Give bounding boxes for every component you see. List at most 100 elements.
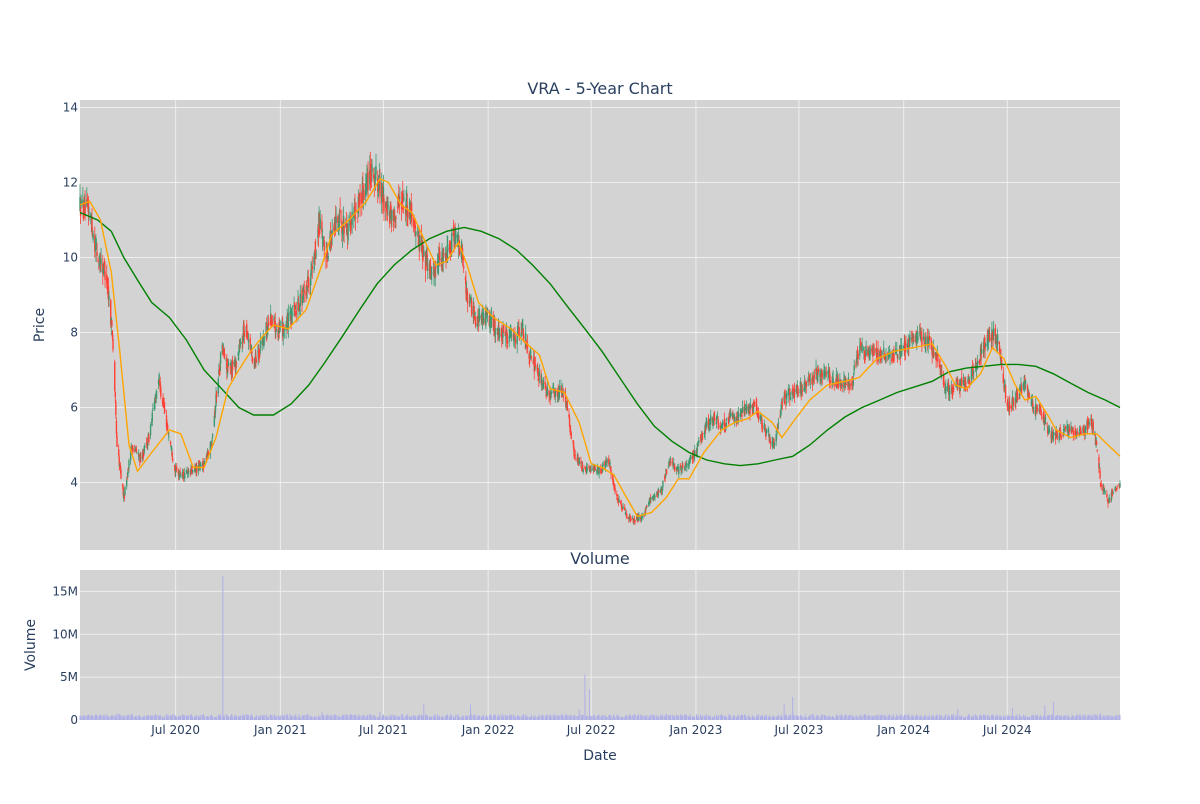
volume-bar	[238, 715, 240, 720]
candle-body	[331, 229, 333, 236]
volume-bar	[686, 714, 688, 720]
volume-bar	[892, 716, 894, 720]
candle-body	[946, 385, 949, 391]
candle-body	[525, 341, 527, 343]
candle-body	[868, 353, 871, 359]
candle-body	[690, 455, 692, 460]
candle-body	[158, 379, 161, 383]
candle-body	[1076, 431, 1078, 437]
candle-body	[1024, 377, 1026, 382]
candle-body	[893, 353, 895, 362]
volume-bar	[677, 715, 679, 720]
volume-bar	[235, 717, 237, 720]
candle-body	[395, 216, 397, 220]
candle-body	[114, 391, 116, 398]
candle-body	[677, 466, 679, 470]
candle-body	[992, 332, 994, 341]
candle-body	[152, 408, 154, 410]
candle-body	[707, 419, 710, 429]
volume-bar	[310, 716, 312, 720]
volume-bar	[333, 714, 335, 720]
volume-bar	[625, 715, 627, 720]
volume-bar	[616, 715, 618, 720]
volume-bar	[550, 715, 552, 720]
volume-bar	[688, 716, 690, 720]
candle-body	[1000, 356, 1002, 359]
candle-body	[439, 251, 441, 261]
volume-bar	[402, 717, 404, 720]
candle-body	[1110, 492, 1113, 500]
candle-body	[1088, 422, 1090, 425]
volume-bar	[645, 716, 647, 720]
volume-bar	[1046, 715, 1048, 720]
candle-body	[168, 436, 170, 438]
candle-body	[239, 341, 242, 345]
candle-body	[259, 341, 262, 349]
volume-bar	[887, 717, 889, 720]
candle-body	[226, 358, 228, 373]
volume-bar	[195, 716, 197, 720]
candle-body	[1011, 405, 1013, 407]
volume-bar	[111, 715, 113, 720]
volume-bar	[618, 715, 620, 720]
volume-bar	[1032, 715, 1034, 720]
candle-body	[454, 231, 457, 244]
volume-bar	[440, 717, 442, 720]
volume-bar	[1110, 715, 1112, 720]
volume-bar	[939, 715, 941, 720]
candle-body	[649, 499, 651, 503]
volume-bar	[923, 716, 925, 720]
candle-body	[863, 350, 866, 356]
volume-bar	[941, 715, 943, 720]
candle-body	[482, 313, 485, 323]
volume-bar	[1052, 702, 1054, 720]
volume-bar	[487, 717, 489, 720]
candle-body	[148, 434, 150, 443]
candle-body	[913, 340, 915, 342]
volume-bar	[928, 714, 930, 720]
candle-body	[662, 480, 664, 488]
volume-bar	[1001, 717, 1003, 720]
volume-bar	[729, 714, 731, 720]
volume-bar	[760, 716, 762, 720]
volume-bar	[1106, 715, 1108, 720]
candle-body	[996, 334, 999, 344]
volume-bar	[596, 715, 598, 720]
candle-body	[402, 206, 405, 210]
candle-body	[311, 266, 313, 270]
volume-bar	[114, 715, 116, 720]
volume-bar	[772, 716, 774, 720]
candle-body	[1070, 429, 1073, 432]
candle-body	[1078, 432, 1080, 437]
volume-bar	[510, 715, 512, 720]
volume-bar	[299, 717, 301, 720]
volume-bar	[891, 716, 893, 720]
candle-body	[383, 198, 385, 212]
candle-body	[83, 209, 85, 216]
candle-body	[518, 328, 520, 335]
volume-bar	[178, 715, 180, 720]
volume-bar	[184, 715, 186, 720]
volume-bar	[561, 715, 563, 720]
volume-bar	[545, 715, 547, 720]
volume-bar	[480, 716, 482, 720]
volume-bar	[867, 715, 869, 720]
candle-body	[478, 314, 481, 318]
candle-body	[337, 216, 339, 224]
volume-bar	[327, 714, 329, 720]
volume-bar	[458, 717, 460, 720]
volume-bar	[725, 716, 727, 720]
volume-bar	[321, 715, 323, 720]
volume-bar	[409, 716, 411, 720]
x-tick-label: Jul 2023	[774, 723, 824, 737]
candle-body	[98, 260, 100, 263]
candle-body	[689, 459, 691, 463]
volume-bar	[738, 714, 740, 720]
price-y-tick-label: 10	[63, 251, 78, 265]
candle-body	[998, 341, 1001, 345]
volume-bar	[761, 716, 763, 720]
volume-bar	[173, 714, 175, 720]
candle-body	[258, 354, 261, 357]
volume-bar	[225, 714, 227, 720]
volume-bar	[670, 715, 672, 720]
